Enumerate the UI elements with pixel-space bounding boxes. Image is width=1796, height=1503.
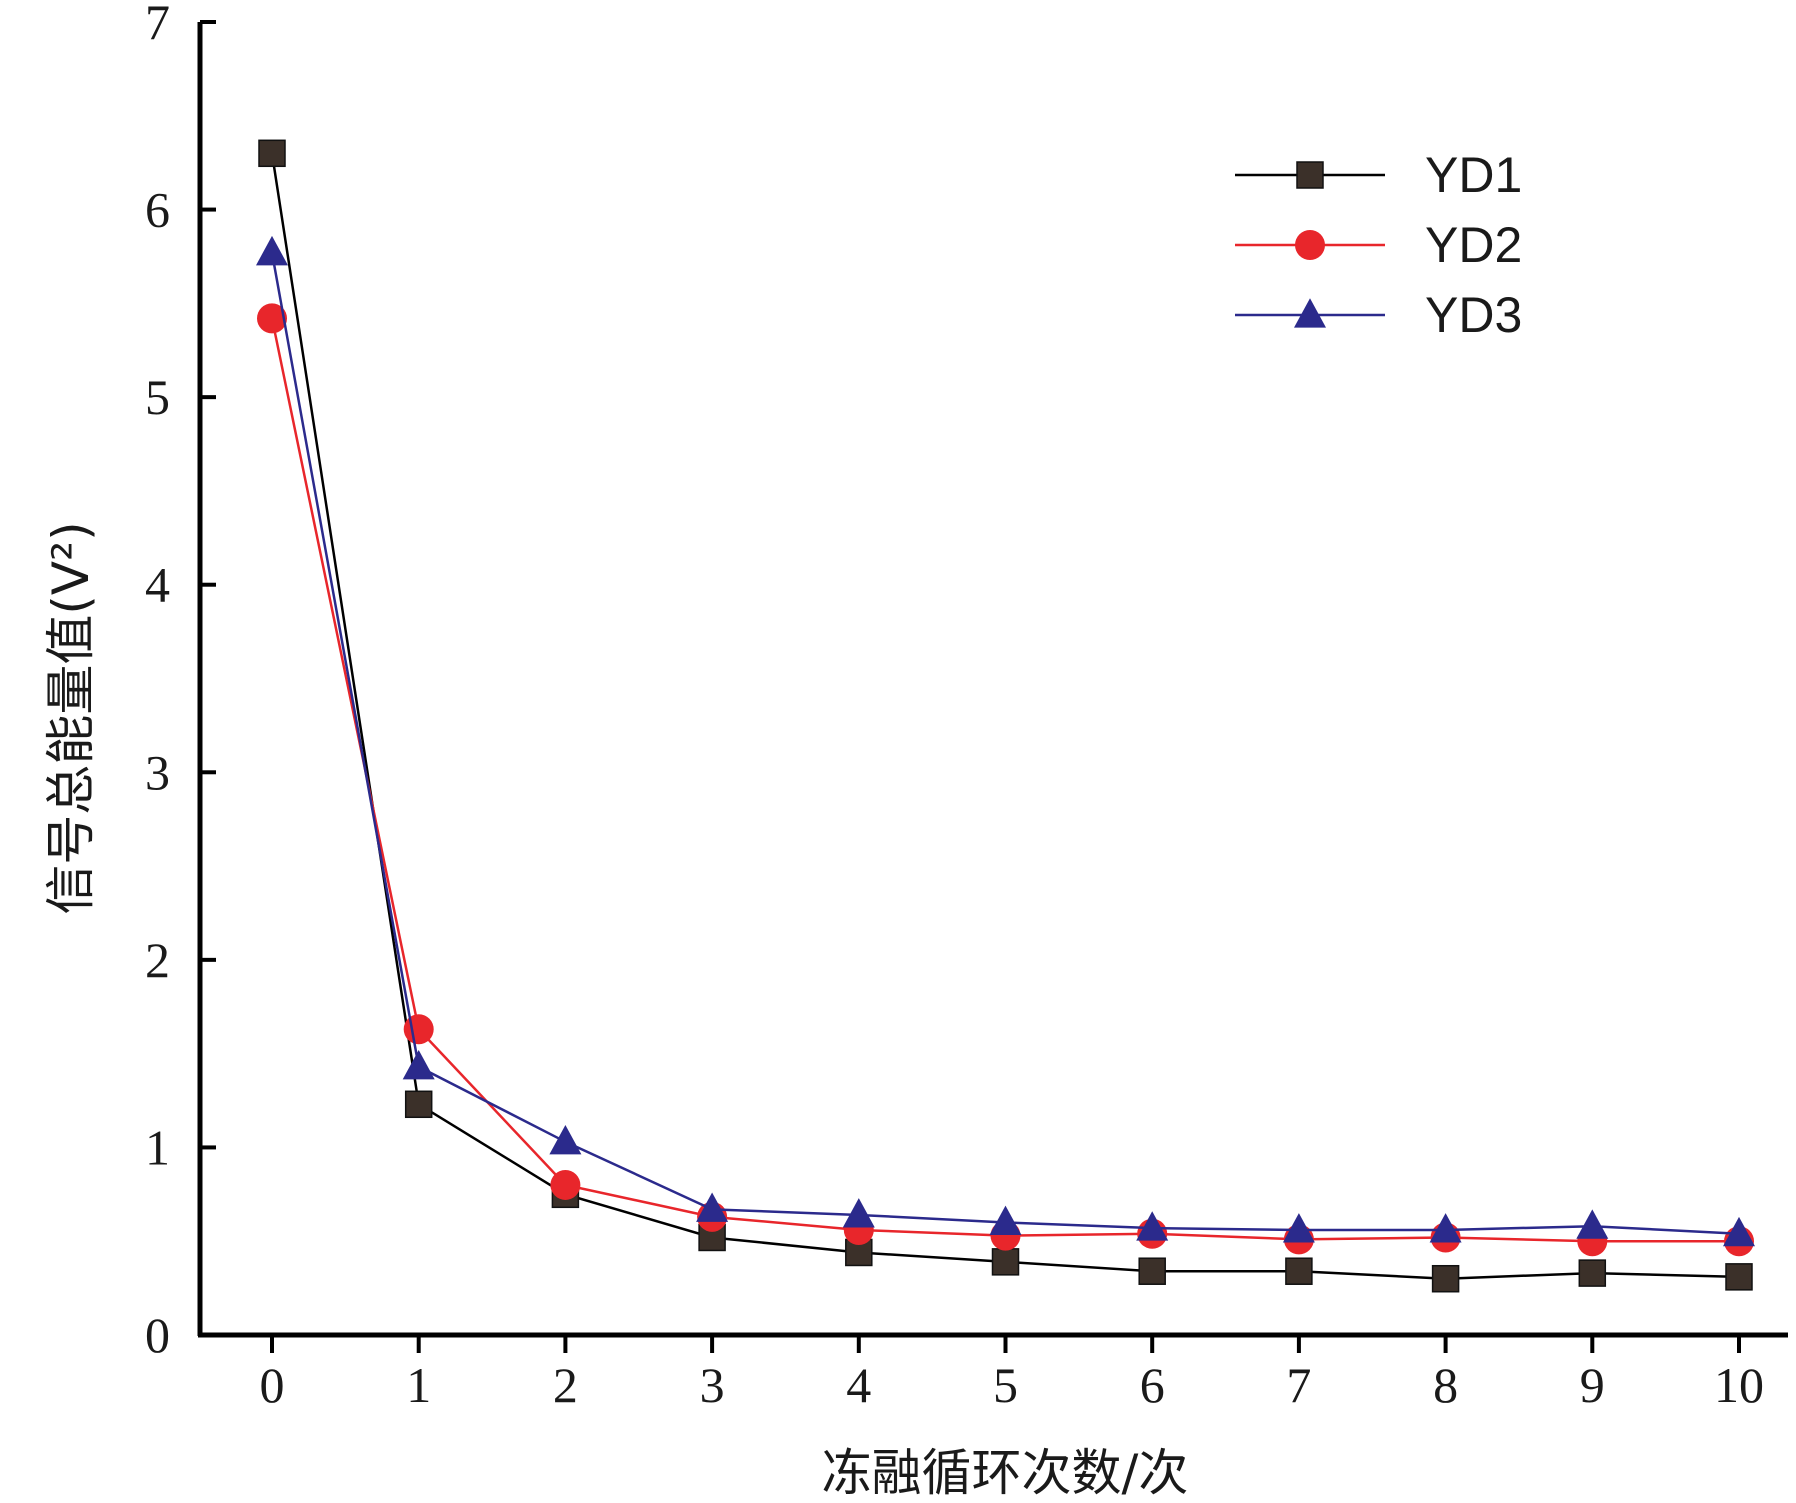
x-tick-label: 8 bbox=[1433, 1357, 1458, 1413]
series-yd2 bbox=[257, 303, 1754, 1257]
y-tick-label: 0 bbox=[145, 1307, 170, 1363]
x-axis-title: 冻融循环次数/次 bbox=[822, 1444, 1189, 1502]
data-point bbox=[1725, 1263, 1753, 1291]
data-point bbox=[549, 1125, 582, 1155]
y-tick-label: 5 bbox=[145, 369, 170, 425]
y-tick-label: 6 bbox=[145, 182, 170, 238]
data-point bbox=[402, 1049, 435, 1080]
x-tick-label: 7 bbox=[1286, 1357, 1311, 1413]
data-point bbox=[845, 1238, 873, 1267]
data-point bbox=[1578, 1259, 1607, 1287]
y-tick-label: 7 bbox=[145, 0, 170, 50]
legend-item-yd3: YD3 bbox=[1235, 287, 1522, 343]
data-point bbox=[1429, 1213, 1462, 1243]
y-tick-label: 2 bbox=[145, 932, 170, 988]
data-point bbox=[258, 139, 286, 168]
legend-marker bbox=[1296, 161, 1324, 189]
y-tick-label: 3 bbox=[145, 744, 170, 800]
legend-marker bbox=[1294, 298, 1326, 328]
data-point bbox=[1138, 1257, 1166, 1285]
data-point bbox=[989, 1205, 1022, 1236]
data-point bbox=[404, 1090, 433, 1119]
data-point bbox=[842, 1198, 875, 1228]
x-tick-label: 9 bbox=[1580, 1357, 1605, 1413]
x-tick-label: 3 bbox=[700, 1357, 725, 1413]
x-tick-label: 10 bbox=[1714, 1357, 1764, 1413]
data-point bbox=[403, 1014, 434, 1045]
y-axis-title: 信号总能量值(V²) bbox=[42, 521, 100, 914]
series-yd3 bbox=[256, 235, 1755, 1247]
x-tick-label: 2 bbox=[553, 1357, 578, 1413]
legend-label: YD3 bbox=[1425, 287, 1522, 343]
data-point bbox=[257, 303, 287, 334]
data-point bbox=[1431, 1264, 1460, 1293]
x-tick-label: 1 bbox=[406, 1357, 431, 1413]
y-tick-label: 4 bbox=[145, 557, 170, 613]
series-line bbox=[270, 318, 1739, 1243]
data-point bbox=[550, 1169, 581, 1200]
legend-item-yd1: YD1 bbox=[1235, 147, 1522, 203]
data-point bbox=[256, 235, 288, 266]
legend-item-yd2: YD2 bbox=[1235, 217, 1522, 273]
series-yd1 bbox=[258, 139, 1753, 1293]
series-layer bbox=[256, 139, 1755, 1293]
legend-marker bbox=[1295, 230, 1325, 260]
data-point bbox=[991, 1248, 1020, 1276]
data-point bbox=[1723, 1216, 1755, 1247]
y-tick-label: 1 bbox=[145, 1119, 170, 1175]
data-point bbox=[1576, 1209, 1609, 1239]
data-point bbox=[1285, 1257, 1313, 1285]
x-tick-label: 6 bbox=[1140, 1357, 1165, 1413]
data-point bbox=[696, 1192, 729, 1222]
legend-label: YD2 bbox=[1425, 217, 1522, 273]
x-tick-label: 4 bbox=[846, 1357, 871, 1413]
axes: 0 1 2 3 4 5 6 7 0 1 2 3 4 5 6 7 8 9 10 bbox=[145, 0, 1788, 1413]
legend: YD1 YD2 YD3 bbox=[1235, 147, 1522, 343]
x-tick-label: 5 bbox=[993, 1357, 1018, 1413]
x-tick-label: 0 bbox=[260, 1357, 285, 1413]
data-point bbox=[1136, 1211, 1169, 1241]
data-point bbox=[1282, 1213, 1315, 1243]
legend-label: YD1 bbox=[1425, 147, 1522, 203]
series-line bbox=[270, 252, 1740, 1235]
